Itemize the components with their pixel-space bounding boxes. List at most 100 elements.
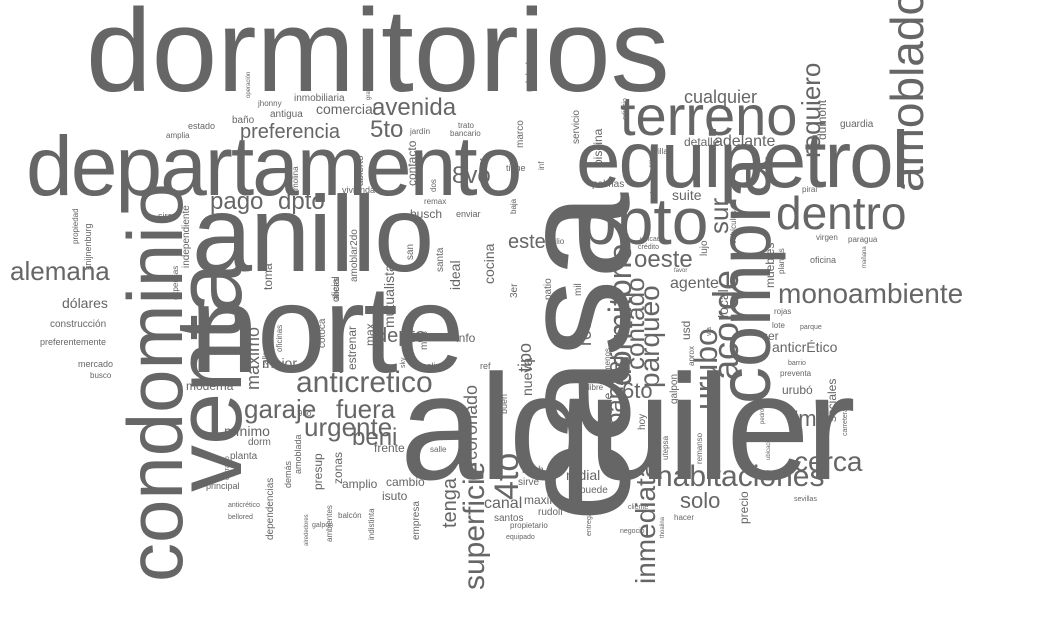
cloud-word: doble: [601, 392, 615, 422]
cloud-word: busch: [410, 207, 443, 221]
cloud-word: anillo: [192, 173, 434, 294]
cloud-word: precio: [737, 491, 751, 524]
cloud-word: trato: [458, 121, 475, 130]
cloud-word: sevillas: [794, 496, 817, 503]
cloud-word: mínimo: [224, 423, 270, 439]
cloud-word: baja: [509, 198, 518, 214]
cloud-word: cotoca: [317, 318, 328, 348]
cloud-word: knijnenburg: [83, 223, 93, 270]
cloud-word: amoblar2do: [349, 229, 360, 282]
cloud-word: galpon: [669, 373, 680, 404]
cloud-word: alquiler: [400, 343, 856, 511]
cloud-word: anticrÉtico: [772, 339, 838, 355]
cloud-word: hacer: [674, 513, 695, 522]
cloud-word: equipado: [506, 534, 535, 541]
cloud-word: alemana: [10, 256, 110, 286]
cloud-word: 7mo: [786, 406, 829, 431]
cloud-word: rojas: [774, 307, 792, 316]
cloud-word: monoambiente: [778, 278, 964, 309]
cloud-word: estado: [188, 121, 216, 131]
cloud-word: ubicada: [640, 236, 665, 243]
cloud-word: urgente: [304, 412, 393, 442]
cloud-word: sirari: [158, 211, 178, 221]
cloud-word: terreno: [620, 84, 798, 147]
cloud-word: via: [706, 327, 713, 336]
cloud-word: mil: [573, 283, 584, 296]
cloud-word: demás: [283, 460, 293, 488]
cloud-word: dumont: [815, 99, 829, 140]
cloud-word: independiente: [181, 205, 192, 268]
cloud-word: construcción: [50, 319, 107, 330]
cloud-word: departamento: [26, 119, 522, 213]
cloud-word: ubicación: [766, 434, 772, 460]
cloud-word: jardín: [410, 127, 431, 136]
cloud-word: menos: [603, 347, 612, 372]
cloud-word: mejor: [262, 355, 298, 371]
cloud-word: nueva: [519, 357, 535, 396]
cloud-word: baños: [617, 408, 626, 430]
cloud-word: julio: [550, 237, 565, 246]
cloud-word: antigua: [270, 109, 303, 120]
cloud-word: enviar: [456, 209, 481, 219]
cloud-word: amplio: [342, 477, 378, 491]
cloud-word: urubó: [782, 383, 813, 397]
cloud-word: plantas: [777, 248, 786, 274]
cloud-word: rudolf: [538, 507, 564, 518]
cloud-word: ref: [480, 361, 491, 371]
cloud-word: avenida: [372, 94, 457, 121]
cloud-word: servicio: [571, 110, 582, 144]
cloud-word: parqueo: [634, 285, 665, 388]
cloud-word: tenga: [439, 477, 461, 528]
cloud-word: inmediata: [630, 462, 661, 584]
cloud-word: balcón: [338, 511, 362, 520]
cloud-word: inmobiliaria: [294, 93, 345, 104]
cloud-word: 9no: [298, 409, 312, 418]
cloud-word: suite: [672, 187, 702, 203]
cloud-word: bancario: [450, 129, 481, 138]
cloud-word: sky: [400, 357, 407, 369]
cloud-word: bush: [522, 465, 544, 476]
cloud-word: ser: [762, 329, 779, 343]
cloud-word: 6to: [622, 378, 653, 403]
cloud-word: local: [715, 289, 731, 318]
cloud-word: thoalina: [660, 516, 666, 538]
cloud-word: puede: [580, 485, 608, 496]
cloud-word: usd: [679, 320, 693, 340]
cloud-word: santa: [435, 247, 446, 272]
cloud-word: detalle: [684, 135, 720, 149]
cloud-word: cerca: [794, 446, 863, 477]
cloud-word: udabol: [525, 61, 536, 92]
cloud-word: max: [363, 323, 377, 346]
cloud-word: negocio: [620, 528, 645, 535]
cloud-word: beni: [352, 424, 398, 451]
cloud-word: busco: [90, 371, 112, 380]
cloud-word: lote: [772, 321, 785, 330]
cloud-word: 3er: [509, 283, 520, 298]
cloud-word: sociales: [825, 378, 839, 422]
cloud-word: parque: [800, 324, 822, 331]
cloud-word: abierto: [355, 155, 366, 186]
cloud-word: roca: [575, 310, 595, 346]
cloud-word: agente: [670, 275, 719, 292]
cloud-word: anticrético: [228, 502, 260, 509]
cloud-word: maximo: [524, 493, 567, 507]
cloud-word: oficinas: [275, 324, 284, 352]
cloud-word: c21: [479, 157, 488, 170]
cloud-word: cocina: [481, 243, 497, 284]
cloud-word: sólo: [752, 291, 767, 300]
cloud-word: amoblada: [293, 434, 303, 474]
cloud-word: frente: [374, 441, 405, 455]
cloud-word: oficina: [810, 255, 837, 265]
cloud-word: característica: [569, 418, 578, 466]
cloud-word: guardia: [840, 119, 874, 130]
cloud-word: preventa: [780, 369, 812, 378]
cloud-word: propietario: [510, 521, 548, 530]
cloud-word: norte: [190, 261, 465, 399]
cloud-word: san: [405, 243, 416, 260]
cloud-word: salle: [430, 445, 447, 454]
cloud-word: cambio: [386, 475, 425, 489]
cloud-word: dólares: [62, 295, 108, 311]
cloud-word: depto: [376, 325, 427, 347]
cloud-word: gravamen: [366, 73, 372, 100]
cloud-word: pago: [210, 188, 264, 215]
